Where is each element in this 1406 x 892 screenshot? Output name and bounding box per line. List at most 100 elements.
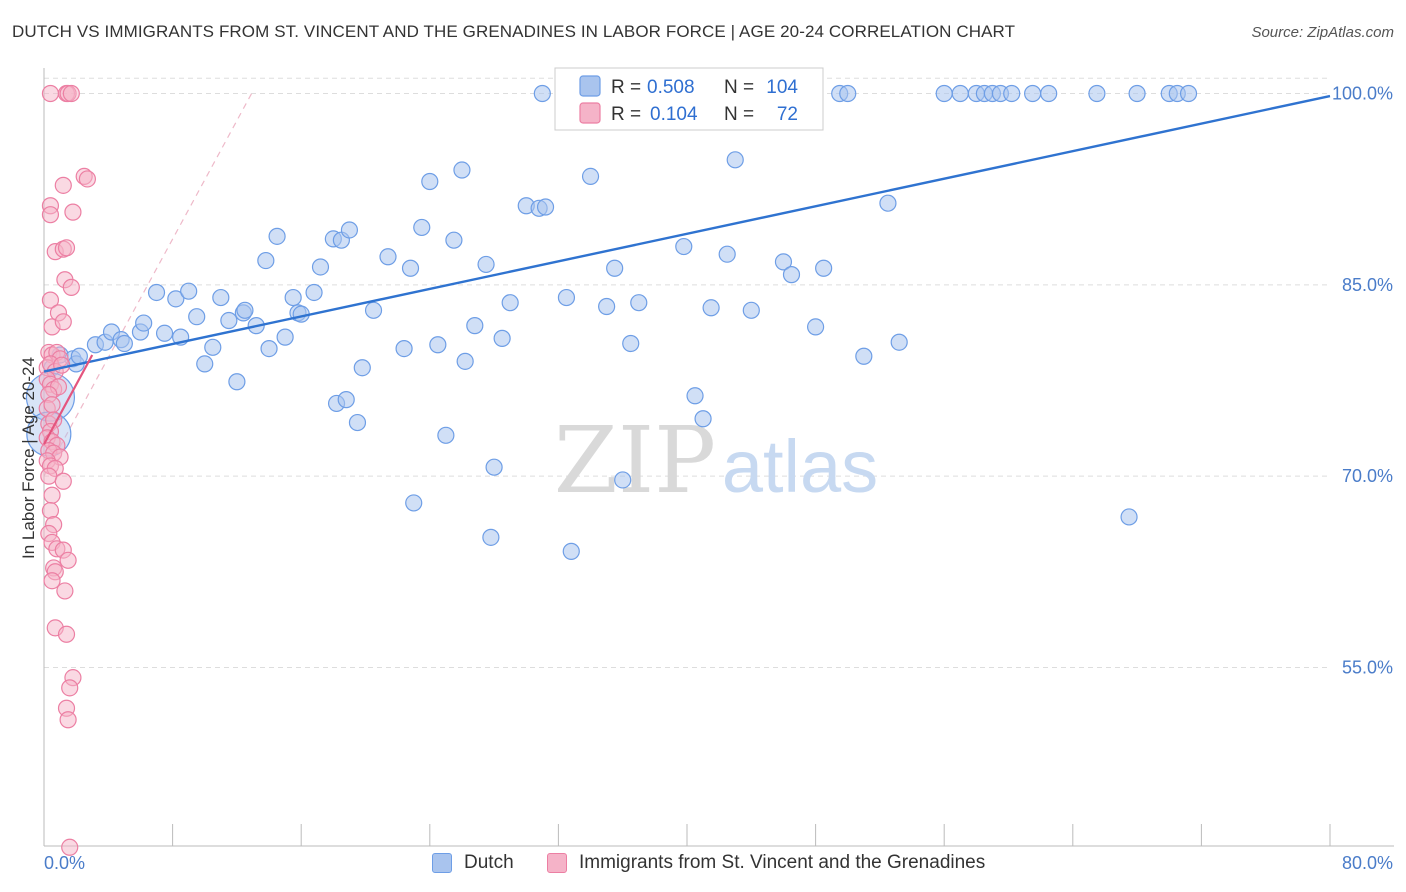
- dutch-point-18: [196, 355, 214, 373]
- immigrant-point-3: [62, 84, 80, 103]
- dutch-point-16: [180, 282, 198, 300]
- dutch-point-27: [260, 339, 278, 358]
- dutch-point-78: [742, 301, 760, 319]
- legend-n-label-immigrants: N =: [724, 104, 754, 125]
- watermark-atlas: atlas: [722, 425, 878, 508]
- dutch-point-73: [686, 387, 704, 405]
- dutch-point-59: [501, 294, 519, 312]
- dutch-point-88: [890, 333, 908, 351]
- y-tick-label-3: 100.0%: [1332, 84, 1393, 104]
- dutch-point-49: [429, 336, 447, 354]
- immigrant-point-49: [41, 501, 60, 520]
- axes: [43, 68, 1394, 847]
- immigrant-point-18: [54, 313, 72, 331]
- dutch-point-21: [220, 311, 238, 330]
- dutch-point-82: [806, 318, 825, 336]
- grid-lines: [44, 77, 1330, 668]
- legend-n-value-immigrants: 72: [777, 104, 798, 125]
- dutch-point-41: [353, 359, 371, 377]
- dutch-point-58: [493, 329, 511, 347]
- immigrant-point-12: [57, 239, 76, 257]
- immigrant-points: [38, 84, 97, 856]
- immigrant-point-14: [62, 278, 80, 296]
- dutch-point-97: [1040, 84, 1058, 103]
- dutch-point-62: [533, 84, 551, 103]
- dutch-point-75: [702, 299, 720, 317]
- immigrant-point-66: [61, 838, 79, 856]
- watermark-zip: ZIP: [554, 407, 716, 514]
- legend-r-label-immigrants: R =: [611, 104, 641, 125]
- dutch-point-9: [115, 334, 133, 353]
- legend-item-dutch: Dutch: [432, 852, 514, 874]
- immigrant-point-59: [56, 582, 74, 600]
- dutch-point-56: [482, 528, 500, 546]
- dutch-point-46: [405, 494, 423, 512]
- dutch-point-33: [305, 283, 323, 302]
- legend-r-value-dutch: 0.508: [647, 77, 695, 98]
- dutch-point-13: [155, 324, 174, 342]
- immigrant-point-33: [43, 396, 61, 414]
- dutch-point-74: [694, 410, 712, 428]
- dutch-point-95: [1003, 84, 1021, 103]
- dutch-point-70: [622, 334, 640, 353]
- dutch-point-29: [276, 328, 294, 346]
- immigrant-point-55: [59, 551, 77, 569]
- legend-swatch-immigrants-bottom: [547, 853, 567, 873]
- stats-legend: R = 0.508 N = 104 R = 0.104 N = 72: [554, 67, 824, 131]
- y-tick-label-0: 55.0%: [1342, 657, 1393, 677]
- dutch-point-24: [236, 301, 254, 319]
- dutch-point-86: [855, 347, 873, 365]
- legend-n-label-dutch: N =: [724, 77, 754, 98]
- y-axis-label: In Labor Force | Age 20-24: [19, 357, 38, 559]
- dutch-point-19: [204, 338, 222, 356]
- trend-lines: [43, 94, 1331, 445]
- dutch-point-43: [379, 248, 397, 266]
- dutch-point-68: [606, 259, 624, 277]
- dutch-point-38: [337, 391, 355, 409]
- immigrant-point-26: [53, 356, 71, 374]
- legend-swatch-dutch: [579, 75, 601, 97]
- series-legend: Dutch Immigrants from St. Vincent and th…: [0, 850, 1406, 880]
- legend-label-immigrants: Immigrants from St. Vincent and the Gren…: [579, 852, 986, 873]
- dutch-trend-line: [43, 94, 1331, 373]
- y-tick-label-2: 85.0%: [1342, 275, 1393, 295]
- dutch-point-51: [445, 231, 463, 249]
- legend-item-immigrants: Immigrants from St. Vincent and the Gren…: [547, 852, 985, 874]
- dutch-point-69: [614, 471, 632, 489]
- watermark: ZIP atlas: [554, 407, 878, 514]
- reference-line: [43, 90, 254, 477]
- tick-labels: 55.0% 70.0% 85.0% 100.0% 0.0% 80.0%: [44, 84, 1393, 873]
- dutch-point-57: [485, 458, 503, 476]
- dutch-point-98: [1088, 84, 1106, 103]
- immigrant-point-63: [61, 679, 79, 697]
- dutch-point-20: [212, 288, 230, 307]
- dutch-point-11: [135, 314, 153, 332]
- dutch-point-96: [1024, 84, 1042, 103]
- dutch-point-50: [437, 426, 455, 444]
- immigrant-trend-line: [43, 354, 94, 445]
- immigrant-point-9: [64, 203, 82, 221]
- dutch-point-71: [630, 294, 648, 312]
- source-label: Source: ZipAtlas.com: [1251, 24, 1394, 41]
- dutch-point-81: [782, 266, 801, 284]
- dutch-point-87: [879, 194, 897, 212]
- dutch-point-67: [598, 297, 616, 316]
- dutch-point-72: [675, 237, 693, 256]
- dutch-point-55: [477, 255, 495, 274]
- immigrant-point-65: [59, 711, 77, 729]
- dutch-point-52: [453, 161, 471, 179]
- dutch-point-64: [557, 288, 576, 307]
- dutch-point-65: [562, 542, 580, 560]
- dutch-point-30: [284, 288, 302, 307]
- legend-swatch-immigrants: [579, 102, 601, 124]
- dutch-point-12: [147, 283, 166, 302]
- immigrant-point-5: [78, 170, 97, 188]
- dutch-point-22: [228, 373, 246, 391]
- dutch-point-66: [581, 167, 600, 186]
- immigrant-point-0: [41, 84, 60, 103]
- immigrant-point-15: [41, 291, 60, 309]
- dutch-point-17: [188, 308, 206, 326]
- dutch-point-53: [456, 352, 474, 370]
- legend-r-value-immigrants: 0.104: [650, 104, 698, 125]
